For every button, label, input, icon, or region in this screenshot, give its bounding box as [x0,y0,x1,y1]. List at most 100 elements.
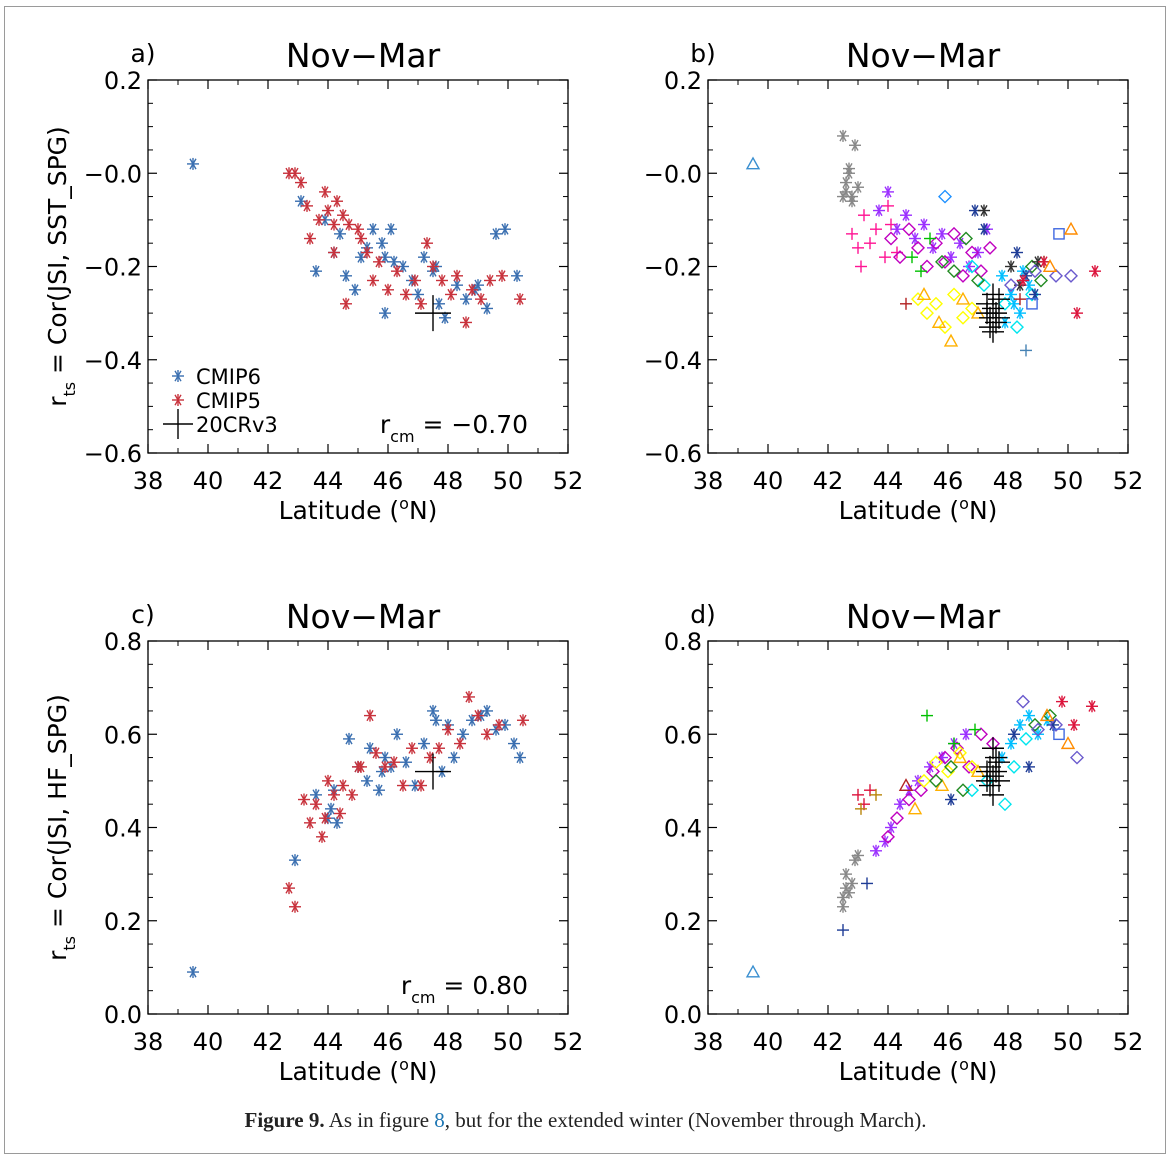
y-axis-label-subscript: ts [60,382,79,397]
data-point [334,227,346,240]
series-19 [976,737,1010,806]
annotation-value: = 0.80 [435,971,528,1000]
data-points [745,694,1098,978]
data-point [979,316,1001,339]
x-tick-label: 40 [753,467,784,495]
x-tick-label: 44 [313,467,344,495]
x-tick-label: 50 [1053,467,1084,495]
data-point [982,283,1004,306]
data-point [852,181,864,194]
data-point [289,900,301,913]
data-point [454,737,466,750]
data-point [861,877,873,890]
data-point [1063,221,1079,235]
data-point [322,774,334,787]
data-point [890,811,904,826]
data-point [1070,750,1084,765]
x-tick-label: 52 [1113,1028,1144,1056]
data-point [916,287,932,300]
data-point [298,793,310,806]
data-point [379,760,391,773]
data-point [891,223,903,236]
data-points [745,129,1101,357]
data-point [837,924,849,937]
data-point [481,704,493,717]
x-tick-label: 52 [1113,467,1144,495]
data-point [1014,718,1026,731]
data-point [430,714,442,727]
series-cmip6 [187,157,523,324]
x-axis-label-superscript: o [399,1055,409,1074]
y-tick-label: −0.4 [644,347,702,375]
y-tick-label: −0.0 [84,160,142,188]
data-point [1064,268,1078,283]
data-point [385,223,397,236]
data-point [1017,274,1029,287]
data-point [514,293,526,306]
data-point [331,816,343,829]
data-point [1034,273,1048,288]
figure-caption: Figure 9. As in figure 8, but for the ex… [0,1108,1171,1133]
data-point [852,241,864,254]
data-point [1023,760,1035,773]
series-cmip5 [283,690,529,913]
data-point [1007,759,1021,774]
x-tick-label: 46 [373,467,404,495]
y-axis-label-main: = Cor(JSI, SST_SPG) [43,126,72,382]
data-point [1005,260,1017,273]
chart-panel-d: 38 40 42 44 46 48 50 52 0.0 0.2 0.4 0.6 0.8 Nov−Mar d)… [664,597,1143,1086]
data-point [460,316,472,329]
data-point [511,269,523,282]
data-point [852,788,864,801]
data-point [331,195,343,208]
data-point [934,778,950,792]
data-point [837,891,849,904]
data-point [310,265,322,278]
figure-frame [4,6,1166,1154]
x-axis-label: Latitude (oN) [839,494,998,525]
series-6 [881,727,1000,844]
x-axis-label-superscript: o [959,1055,969,1074]
y-tick-label: 0.6 [104,721,142,749]
data-point [433,297,445,310]
panel-label: b) [690,39,716,68]
x-tick-label: 42 [813,467,844,495]
series-12 [921,709,981,750]
data-point [837,129,849,142]
data-point [484,274,496,287]
data-point [929,296,943,311]
x-tick-label: 40 [753,1028,784,1056]
x-tick-label: 38 [693,1028,724,1056]
data-point [1004,278,1018,293]
data-point [337,209,349,222]
data-point [924,232,936,245]
data-point [944,759,958,774]
data-point [1053,228,1065,240]
data-point [313,213,325,226]
data-point [328,246,340,259]
data-point [391,728,403,741]
caption-label: Figure 9. [244,1108,325,1132]
data-point [960,728,972,741]
data-point [475,293,487,306]
plot-area [707,79,1129,454]
annotation-prefix: r [380,410,391,439]
data-point [1047,718,1059,731]
data-point [936,227,948,240]
data-point [858,209,870,222]
y-tick-label: 0.8 [664,628,702,656]
chart-title: Nov−Mar [286,597,441,636]
data-point [406,742,418,755]
data-point [846,195,858,208]
data-point [882,199,894,212]
data-point [945,793,957,806]
data-point [985,746,1007,769]
data-point [971,273,985,288]
data-point [974,727,988,742]
data-point [343,218,355,231]
data-point [938,254,952,269]
series-20crv3 [415,753,451,790]
data-point [950,741,964,756]
caption-figure-link[interactable]: 8 [434,1108,445,1132]
series-cmip5 [283,167,526,329]
